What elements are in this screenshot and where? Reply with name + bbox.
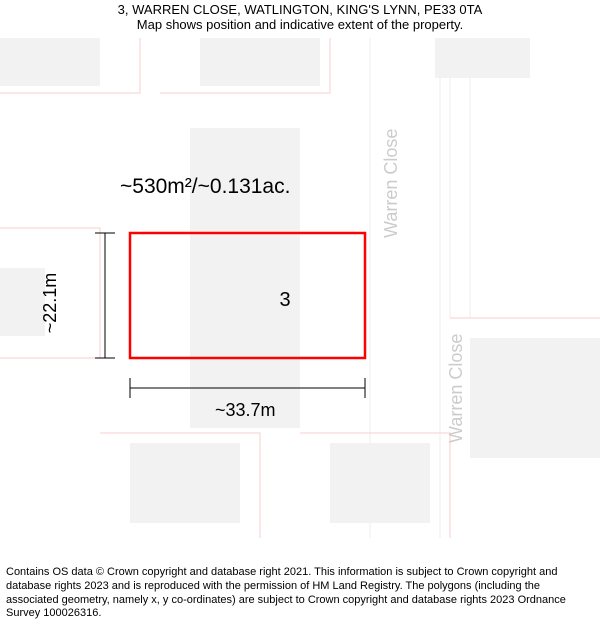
map-subtitle: Map shows position and indicative extent…: [0, 17, 600, 32]
building-shape: [200, 38, 320, 86]
building-shape: [330, 443, 430, 523]
road-name-label: Warren Close: [446, 334, 466, 443]
address-title: 3, WARREN CLOSE, WATLINGTON, KING'S LYNN…: [0, 2, 600, 17]
height-dim-label: ~22.1m: [40, 273, 60, 334]
header: 3, WARREN CLOSE, WATLINGTON, KING'S LYNN…: [0, 2, 600, 32]
building-shape: [470, 338, 600, 458]
building-shape: [435, 38, 530, 78]
road-name-label: Warren Close: [381, 129, 401, 238]
building-shape: [190, 128, 300, 428]
map-area: Warren Close Warren Close 3 ~530m²/~0.131ac…: [0, 38, 600, 538]
copyright-footer: Contains OS data © Crown copyright and d…: [6, 566, 594, 621]
building-shape: [130, 443, 240, 523]
property-map-svg: Warren Close Warren Close 3 ~530m²/~0.131ac…: [0, 38, 600, 538]
building-shape: [0, 268, 45, 336]
area-label: ~530m²/~0.131ac.: [120, 175, 290, 198]
width-dim-label: ~33.7m: [215, 400, 276, 420]
plot-number: 3: [279, 289, 290, 311]
building-shape: [0, 38, 100, 86]
